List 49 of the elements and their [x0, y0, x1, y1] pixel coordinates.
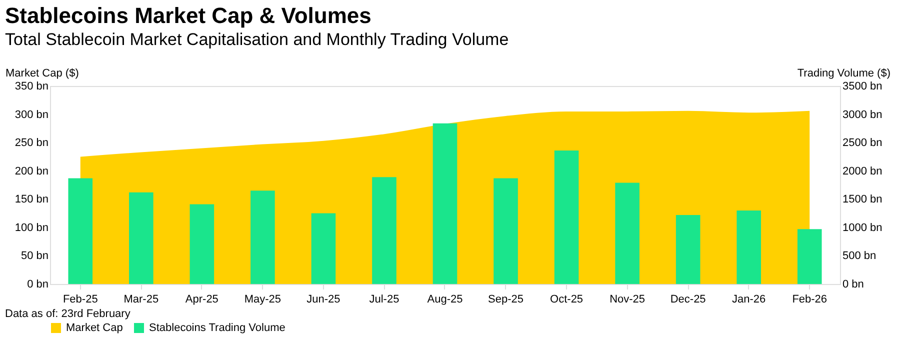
y2-tick-label: 0 bn [842, 278, 864, 290]
bar [311, 213, 336, 284]
y-tick-label: 150 bn [14, 194, 48, 206]
y2-tick-label: 2000 bn [842, 165, 882, 178]
bar [68, 178, 93, 284]
y2-axis-title: Trading Volume ($) [797, 68, 890, 80]
y2-tick-label: 2500 bn [842, 137, 882, 150]
bar [494, 178, 518, 284]
y-axis-title: Market Cap ($) [6, 68, 79, 80]
y2-tick-label: 1000 bn [842, 222, 882, 234]
bar [797, 229, 822, 284]
bar [129, 192, 154, 284]
x-tick-label: Jun-25 [306, 294, 340, 306]
x-tick-label: Feb-25 [62, 294, 98, 306]
bar [190, 204, 214, 284]
x-tick-label: Aug-25 [427, 294, 463, 306]
bar [736, 210, 761, 284]
chart-subtitle: Total Stablecoin Market Capitalisation and Monthly Trading Volume [5, 30, 509, 49]
x-tick-label: Jan-26 [732, 294, 766, 306]
x-tick-label: Feb-26 [792, 294, 828, 306]
bar [615, 182, 640, 284]
bar [676, 214, 700, 284]
x-tick-label: Apr-25 [185, 294, 218, 306]
legend-label: Stablecoins Trading Volume [149, 322, 286, 334]
y-tick-label: 200 bn [14, 165, 48, 178]
y-tick-label: 100 bn [14, 222, 48, 234]
bar [432, 123, 458, 284]
x-tick-label: Oct-25 [550, 294, 584, 306]
y2-tick-label: 3000 bn [842, 108, 882, 121]
y2-tick-label: 1500 bn [842, 194, 882, 206]
y-tick-label: 250 bn [14, 137, 48, 150]
x-tick-label: Dec-25 [670, 294, 706, 306]
y2-tick-label: 500 bn [842, 250, 876, 262]
x-tick-label: Mar-25 [124, 294, 159, 306]
text: Data as of: 23rd February [5, 308, 131, 320]
bar [554, 150, 579, 284]
bar [250, 190, 275, 284]
x-tick-label: Sep-25 [488, 294, 524, 306]
legend-label: Market Cap [66, 322, 123, 334]
y2-tick-label: 3500 bn [842, 80, 882, 92]
y-tick-label: 300 bn [14, 108, 48, 121]
x-tick-label: Nov-25 [610, 294, 646, 306]
y-tick-label: 350 bn [14, 80, 48, 92]
y-tick-label: 0 bn [27, 278, 48, 290]
x-tick-label: May-25 [244, 294, 282, 306]
y-tick-label: 50 bn [20, 250, 48, 262]
x-tick-label: Jul-25 [369, 294, 400, 306]
chart-title: Stablecoins Market Cap & Volumes [5, 3, 372, 28]
bar [372, 177, 396, 284]
